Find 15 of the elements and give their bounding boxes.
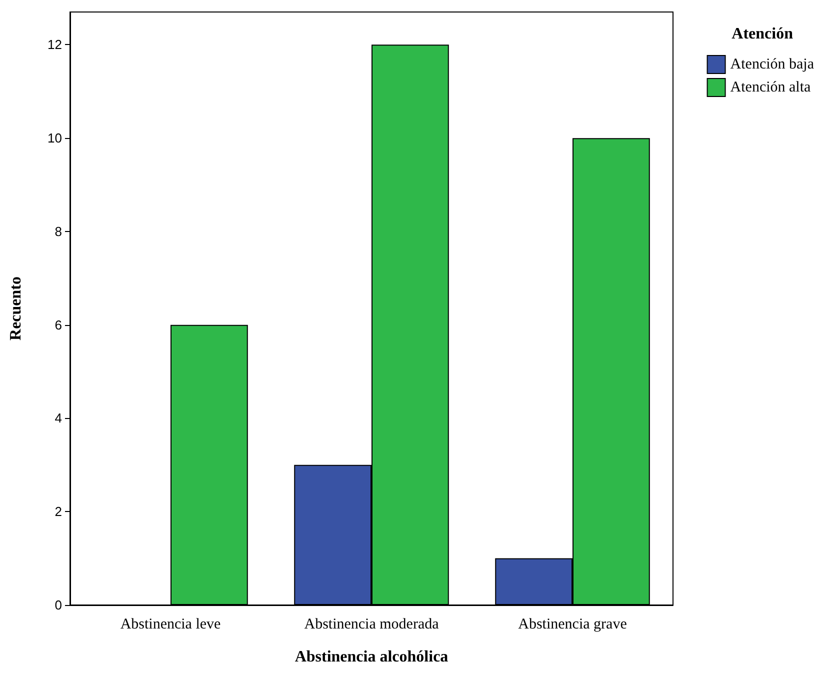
legend-label: Atención alta [730,80,812,96]
y-tick-label: 2 [54,504,62,520]
legend-title: Atención [732,26,794,42]
x-tick-label: Abstinencia grave [518,616,628,632]
y-tick-label: 10 [48,130,62,146]
x-tick-label: Abstinencia leve [120,616,222,632]
y-tick-label: 6 [54,317,62,332]
x-tick-label: Abstinencia moderada [304,616,440,632]
x-axis-title: Abstinencia alcohólica [294,648,448,666]
y-axis-title: Recuento [8,276,24,340]
y-tick-label: 8 [54,224,62,239]
y-tick-label: 12 [48,37,62,52]
y-tick-label: 4 [54,410,62,426]
y-tick-label: 0 [54,598,62,612]
legend-label: Atención baja [730,56,814,72]
